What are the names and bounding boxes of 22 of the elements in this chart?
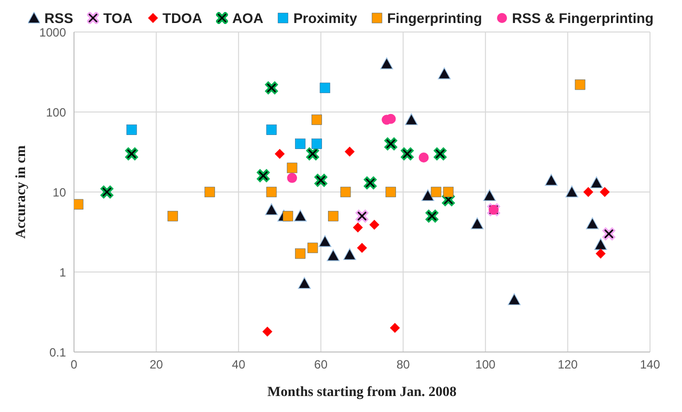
x-tick-label: 140 bbox=[640, 358, 660, 372]
x-tick-label: 120 bbox=[558, 358, 578, 372]
legend-label: TOA bbox=[102, 9, 133, 28]
y-tick-label: 1000 bbox=[39, 25, 66, 40]
x-tick-label: 0 bbox=[70, 358, 78, 372]
x-tick-label: 60 bbox=[314, 358, 328, 372]
legend-label: RSS bbox=[43, 9, 74, 28]
y-tick-label: 100 bbox=[46, 105, 66, 120]
legend-label: TDOA bbox=[162, 9, 202, 28]
y-tick-label: 10 bbox=[52, 185, 66, 200]
legend-label: Proximity bbox=[292, 9, 358, 28]
x-tick-label: 100 bbox=[475, 358, 496, 372]
x-tick-label: 20 bbox=[150, 358, 164, 372]
x-tick-label: 80 bbox=[396, 358, 410, 372]
legend-label: RSS & Fingerprinting bbox=[511, 9, 654, 28]
x-tick-label: 40 bbox=[232, 358, 246, 372]
legend-label: Fingerprinting bbox=[386, 9, 482, 28]
y-tick-label: 0.1 bbox=[49, 345, 66, 360]
y-axis-title: Accuracy in cm bbox=[14, 145, 29, 239]
legend-label: AOA bbox=[231, 9, 264, 28]
x-axis-title: Months starting from Jan. 2008 bbox=[267, 384, 457, 400]
y-tick-label: 1 bbox=[59, 265, 66, 280]
